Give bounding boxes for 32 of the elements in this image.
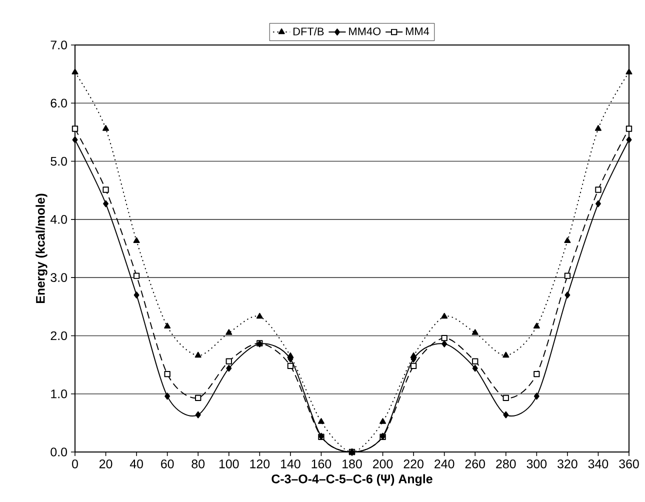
x-tick-label: 80	[192, 460, 205, 468]
y-tick-label: 7.0	[50, 40, 68, 50]
x-tick-label: 20	[99, 460, 112, 468]
x-tick-label: 280	[496, 460, 516, 468]
x-tick-label: 120	[250, 460, 270, 468]
y-tick-label: 3.0	[50, 273, 68, 282]
x-tick-label: 0	[72, 460, 78, 468]
x-tick-label: 160	[312, 460, 332, 468]
y-axis-title: Energy (kcal/mole)	[36, 194, 48, 304]
y-tick-label: 2.0	[50, 331, 68, 340]
y-tick-label: 5.0	[50, 156, 68, 166]
x-tick-label: 320	[558, 460, 578, 468]
legend-label: DFT/B	[293, 27, 324, 36]
x-tick-label: 60	[161, 460, 174, 468]
x-tick-label: 40	[130, 460, 143, 468]
x-tick-label: 200	[373, 460, 393, 468]
x-tick-label: 300	[526, 460, 547, 468]
x-axis-title: C-3–O-4–C-5–C-6 (Ψ) Angle	[272, 474, 432, 486]
y-tick-label: 0.0	[50, 448, 68, 456]
y-tick-label: 1.0	[51, 389, 68, 398]
y-tick-label: 6.0	[50, 98, 68, 108]
x-tick-label: 220	[404, 460, 424, 468]
x-tick-label: 240	[434, 460, 454, 468]
legend-label: MM4	[406, 28, 430, 36]
legend-label: MM4O	[349, 27, 381, 36]
x-tick-label: 260	[465, 460, 486, 468]
x-tick-label: 360	[619, 460, 639, 468]
x-tick-label: 340	[588, 460, 608, 468]
x-tick-label: 100	[219, 460, 239, 468]
x-tick-label: 180	[342, 460, 362, 468]
x-tick-label: 140	[281, 460, 300, 468]
y-tick-label: 4.0	[50, 215, 68, 224]
